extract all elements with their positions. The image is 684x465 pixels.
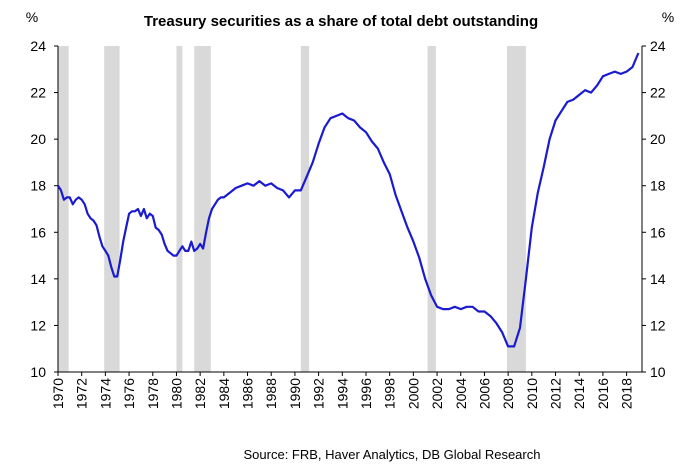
left-y-tick-label-16: 16 (30, 224, 46, 240)
recession-band-5 (427, 46, 436, 372)
left-y-axis: 10 12 14 16 18 20 22 24 (30, 38, 58, 380)
right-y-tick-label-20: 20 (650, 131, 666, 147)
x-tick-label-1988: 1988 (263, 378, 279, 409)
left-y-tick-label-20: 20 (30, 131, 46, 147)
series-lines (57, 52, 640, 348)
x-tick-label-1980: 1980 (168, 378, 184, 409)
x-tick-label-2004: 2004 (453, 378, 469, 409)
right-y-tick-label-12: 12 (650, 317, 666, 333)
x-tick-label-1990: 1990 (287, 378, 303, 409)
x-tick-label-2012: 2012 (548, 378, 564, 409)
right-y-tick-label-10: 10 (650, 364, 666, 380)
series-line-0 (57, 52, 640, 348)
left-y-tick-label-22: 22 (30, 85, 46, 101)
x-tick-label-1976: 1976 (121, 378, 137, 409)
x-tick-label-2008: 2008 (500, 378, 516, 409)
x-tick-label-1972: 1972 (74, 378, 90, 409)
right-y-tick-label-14: 14 (650, 271, 666, 287)
x-tick-label-1982: 1982 (192, 378, 208, 409)
recession-band-2 (176, 46, 183, 372)
recession-band-4 (300, 46, 310, 372)
left-y-tick-label-14: 14 (30, 271, 46, 287)
x-tick-label-1996: 1996 (358, 378, 374, 409)
right-y-tick-label-24: 24 (650, 38, 666, 54)
left-y-tick-label-18: 18 (30, 178, 46, 194)
x-tick-label-2014: 2014 (571, 378, 587, 409)
right-axis-unit: % (662, 9, 674, 25)
plot-frame (57, 46, 643, 373)
x-axis: 1970 1972 1974 1976 1978 1980 1982 1984 1986 1988… (50, 372, 635, 409)
recession-band-0 (58, 46, 69, 372)
right-y-tick-label-22: 22 (650, 85, 666, 101)
recession-band-3 (194, 46, 211, 372)
x-tick-label-1994: 1994 (334, 378, 350, 409)
x-tick-label-2002: 2002 (429, 378, 445, 409)
recession-band-6 (506, 46, 526, 372)
x-tick-label-2018: 2018 (619, 378, 635, 409)
left-axis-unit: % (26, 9, 38, 25)
x-tick-label-1978: 1978 (145, 378, 161, 409)
x-tick-label-2000: 2000 (405, 378, 421, 409)
left-y-tick-label-24: 24 (30, 38, 46, 54)
x-tick-label-2006: 2006 (476, 378, 492, 409)
recession-band-1 (104, 46, 120, 372)
x-tick-label-1984: 1984 (216, 378, 232, 409)
recession-bands (58, 46, 526, 372)
x-tick-label-1970: 1970 (50, 378, 66, 409)
chart-title: Treasury securities as a share of total … (144, 13, 538, 30)
right-y-tick-label-18: 18 (650, 178, 666, 194)
x-tick-label-2010: 2010 (524, 378, 540, 409)
right-y-axis: 10 12 14 16 18 20 22 24 (642, 38, 666, 380)
source-note: Source: FRB, Haver Analytics, DB Global … (244, 447, 541, 462)
left-y-tick-label-10: 10 (30, 364, 46, 380)
x-tick-label-1986: 1986 (240, 378, 256, 409)
left-y-tick-label-12: 12 (30, 317, 46, 333)
x-tick-label-1992: 1992 (311, 378, 327, 409)
x-tick-label-1998: 1998 (382, 378, 398, 409)
right-y-tick-label-16: 16 (650, 224, 666, 240)
x-tick-label-1974: 1974 (97, 378, 113, 409)
x-tick-label-2016: 2016 (595, 378, 611, 409)
